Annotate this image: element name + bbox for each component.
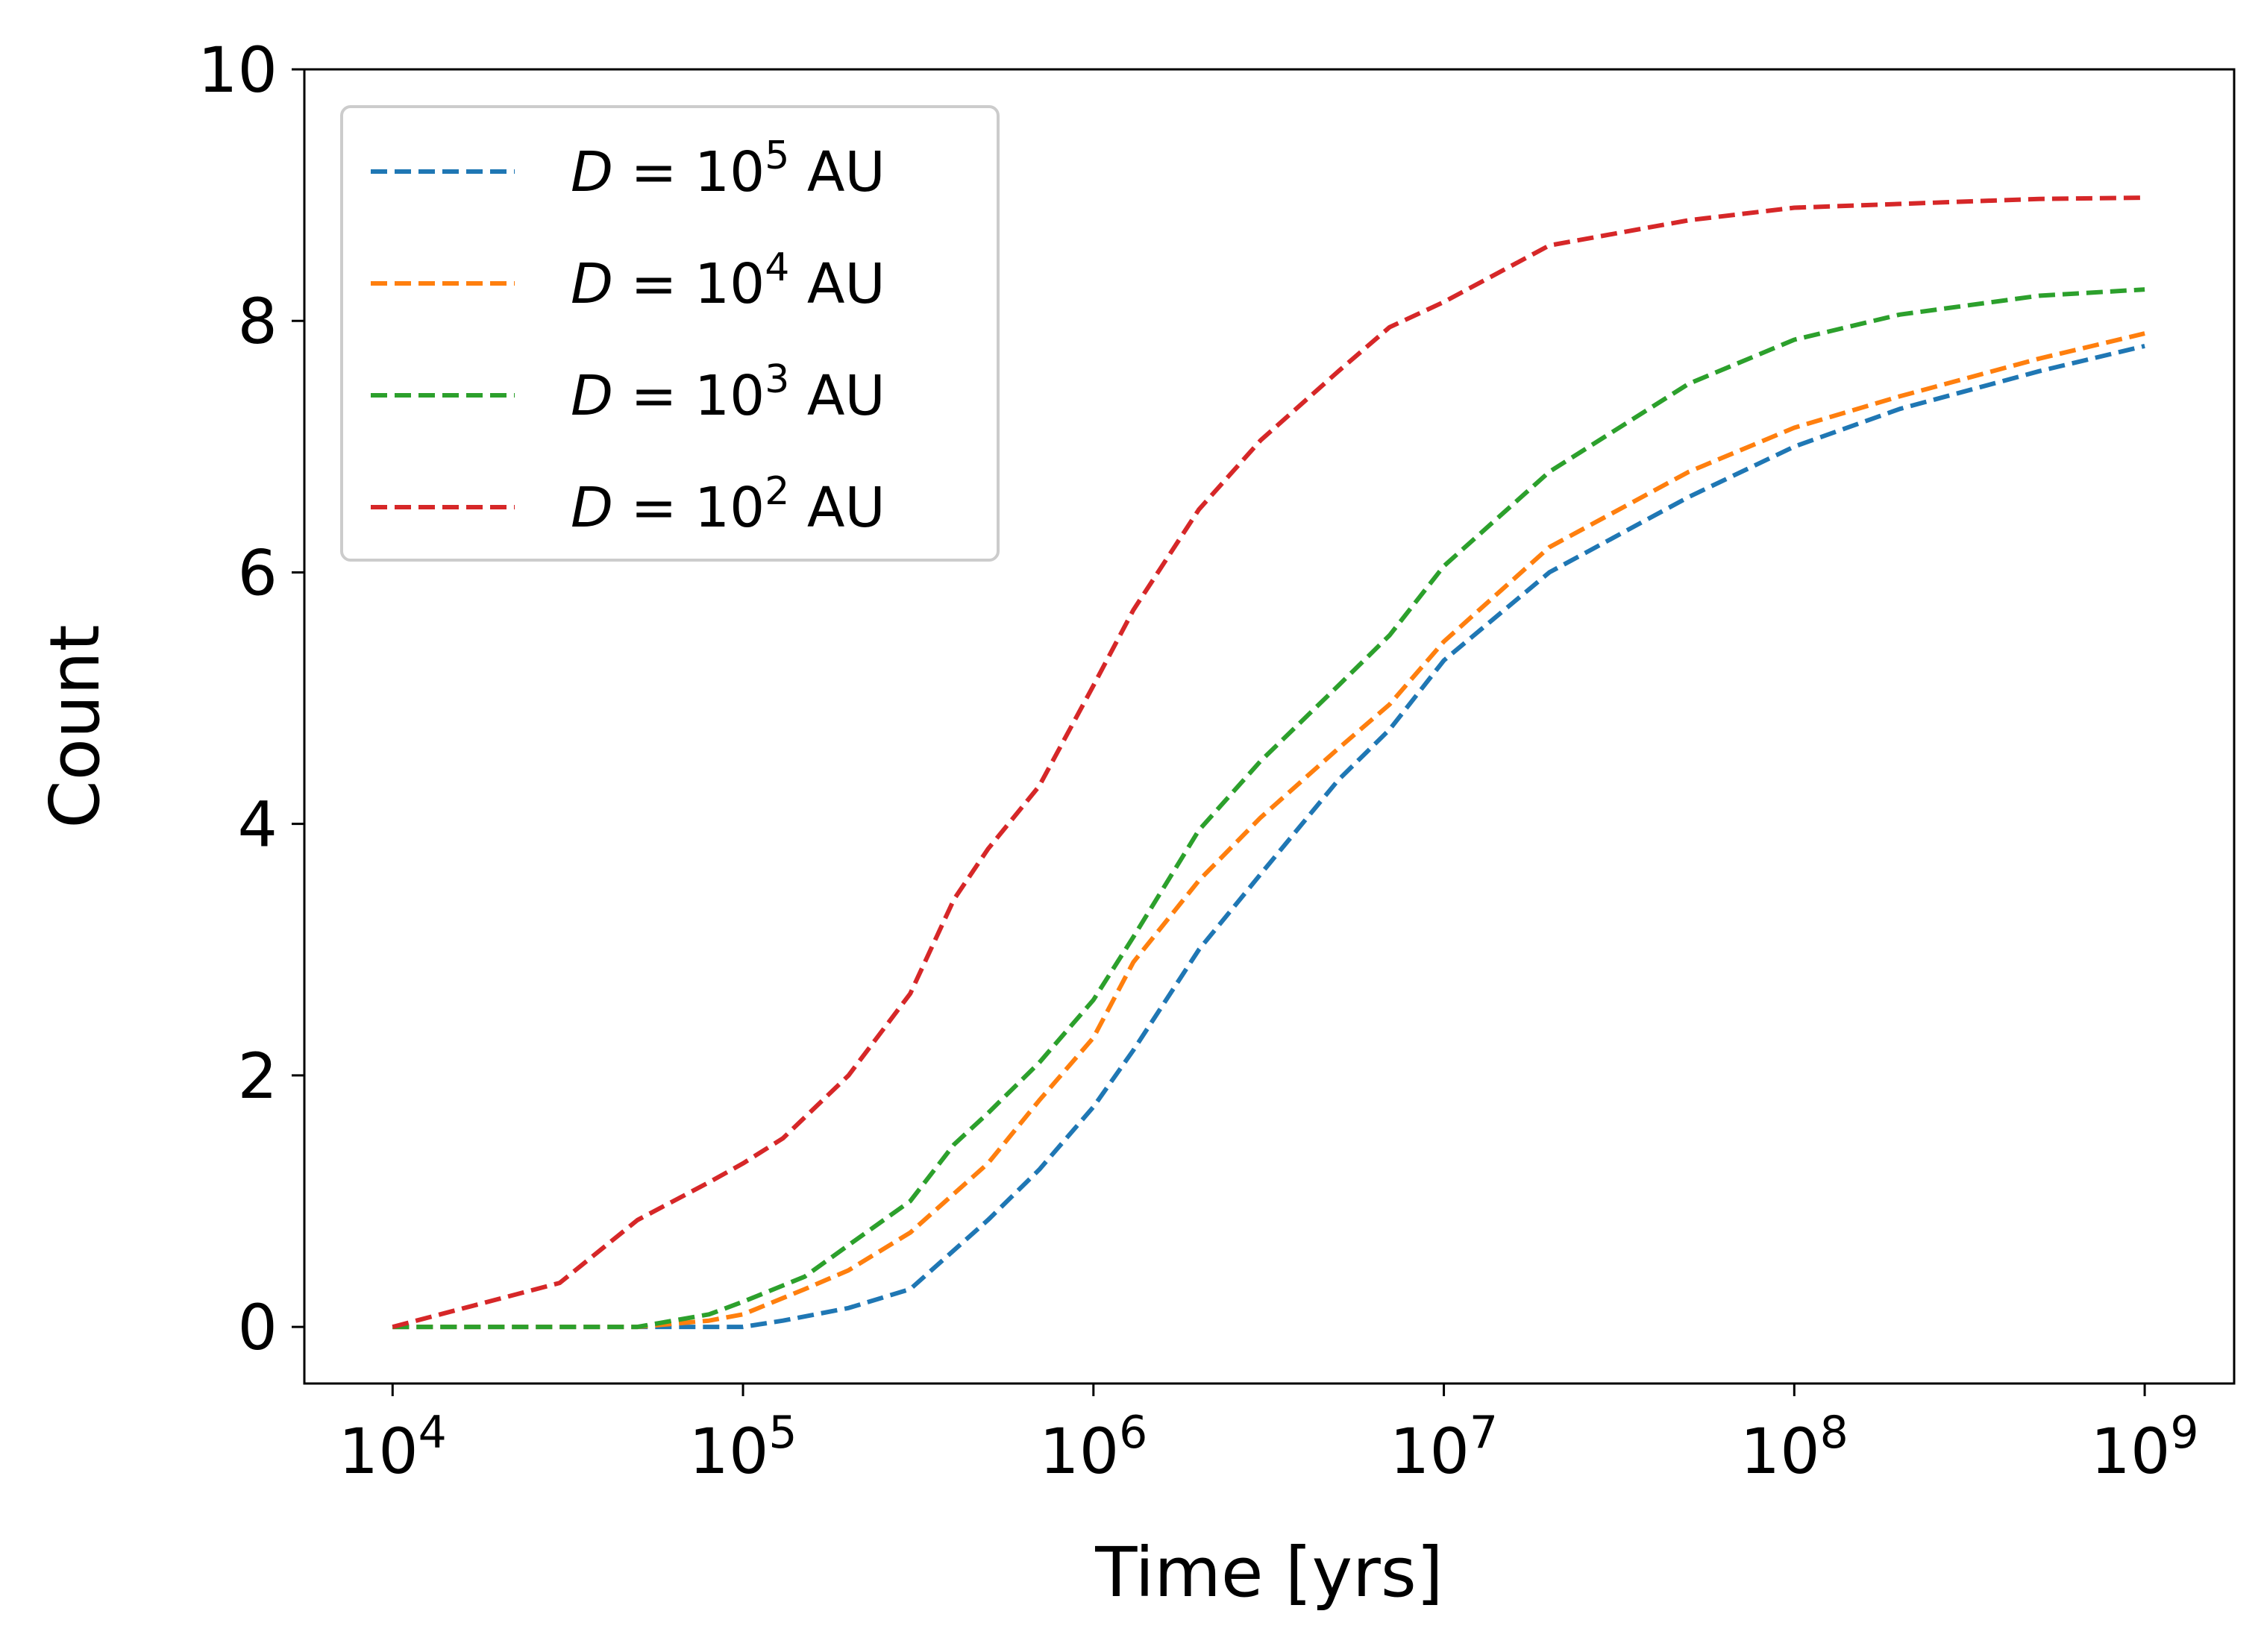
y-axis-title: Count	[35, 624, 115, 828]
y-tick-label-0: 0	[238, 1291, 277, 1364]
x-tick-label-1: 105	[689, 1407, 797, 1488]
y-tick-label-2: 4	[238, 788, 277, 861]
y-tick-label-4: 8	[238, 285, 277, 358]
plot-frame	[303, 68, 2236, 1385]
x-axis-ticks: 104 105 106 107 108 109	[339, 1384, 2199, 1488]
x-axis-title: Time [yrs]	[1094, 1533, 1443, 1612]
legend-label-1: D = 104 AU	[571, 245, 885, 316]
legend-label-0: D = 105 AU	[571, 134, 885, 204]
series-line-1	[392, 331, 2145, 1330]
x-tick-label-4: 108	[1740, 1407, 1848, 1488]
x-tick-label-3: 107	[1390, 1407, 1498, 1488]
series-layer	[392, 195, 2145, 1330]
legend: D = 105 AU D = 104 AU D = 103 AU D = 102 AU	[340, 105, 1000, 562]
legend-label-3: D = 102 AU	[571, 469, 885, 540]
legend-box	[340, 105, 1000, 562]
x-tick-label-0: 104	[339, 1407, 447, 1488]
y-tick-label-3: 6	[238, 536, 277, 609]
series-line-2	[392, 287, 2145, 1330]
y-tick-label-5: 10	[198, 34, 277, 107]
y-tick-label-1: 2	[238, 1040, 277, 1113]
series-line-0	[392, 343, 2145, 1330]
x-tick-label-2: 106	[1039, 1407, 1147, 1488]
legend-label-2: D = 103 AU	[571, 357, 885, 428]
y-axis-ticks: 0 2 4 6 8 10	[198, 34, 304, 1364]
series-line-3	[392, 195, 2145, 1330]
x-tick-label-5: 109	[2091, 1407, 2199, 1488]
